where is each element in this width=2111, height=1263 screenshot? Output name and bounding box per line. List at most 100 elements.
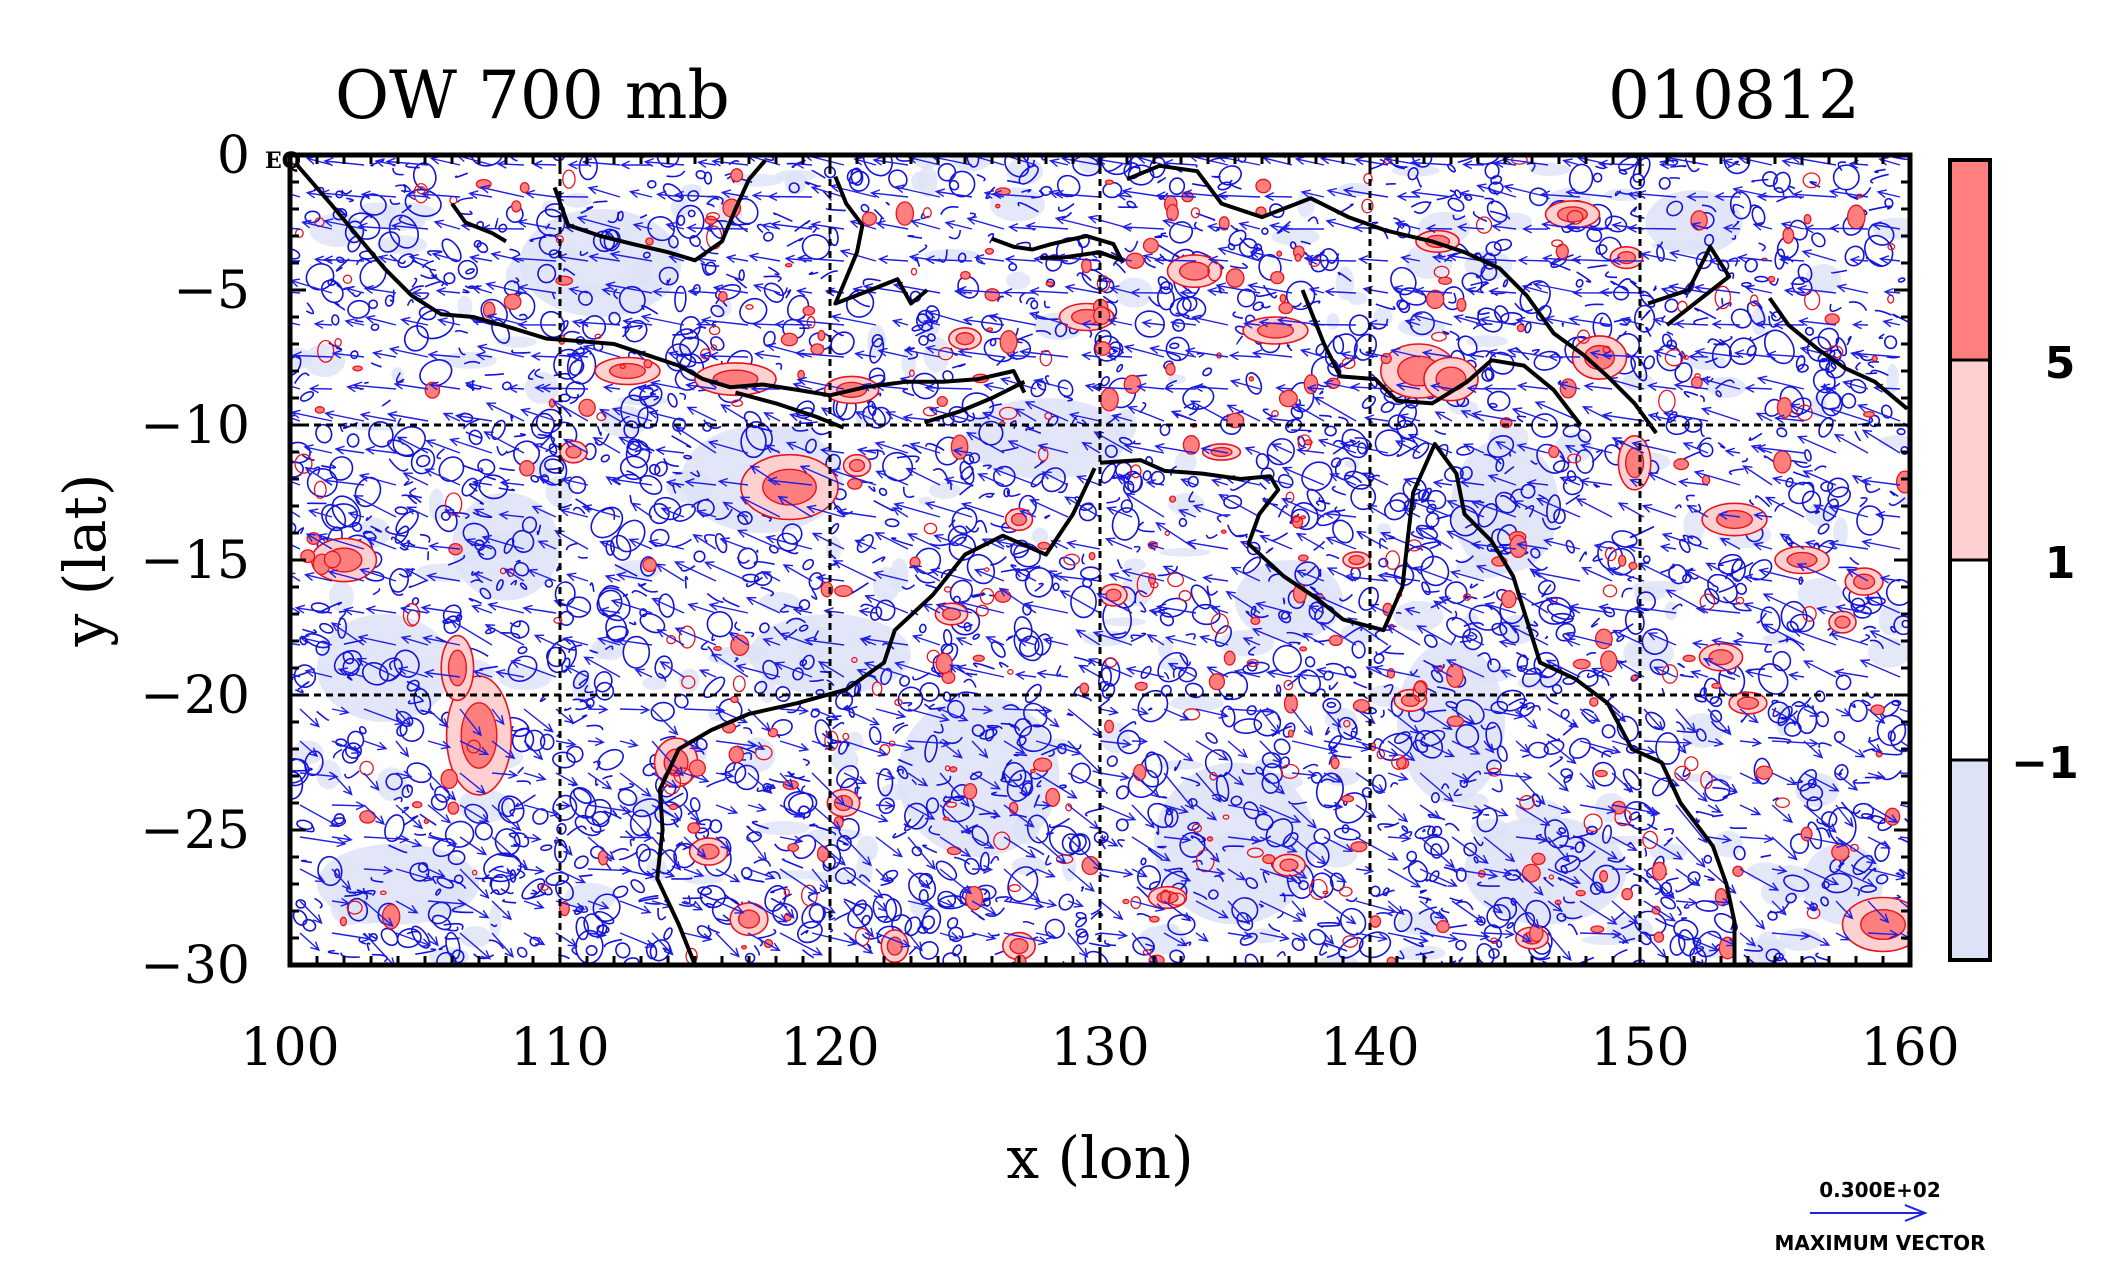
wind-vector [1425, 224, 1453, 234]
wind-vector [1096, 593, 1133, 614]
negative-contour [1427, 709, 1447, 713]
negative-contour [1683, 391, 1699, 398]
negative-contour [914, 574, 936, 584]
wind-vector [347, 510, 365, 520]
wind-vector [1771, 738, 1820, 748]
negative-contour [1113, 262, 1126, 274]
wind-vector [725, 254, 749, 264]
negative-contour [1208, 889, 1219, 900]
negative-contour [544, 579, 554, 588]
wind-vector [1432, 479, 1453, 489]
negative-contour [756, 549, 759, 553]
negative-contour [384, 294, 395, 307]
negative-contour [1178, 517, 1188, 528]
negative-contour [1116, 729, 1141, 755]
negative-contour [809, 679, 824, 683]
negative-contour [513, 277, 520, 284]
wind-vector [1515, 772, 1546, 806]
negative-contour [359, 193, 387, 216]
negative-contour [538, 233, 562, 256]
negative-contour [1193, 891, 1208, 901]
wind-vector [609, 250, 653, 262]
wind-vector [1547, 708, 1579, 728]
negative-contour [372, 587, 381, 596]
wind-vector [1714, 192, 1741, 202]
wind-vector [1387, 772, 1409, 782]
negative-contour [1779, 254, 1794, 263]
negative-contour [436, 448, 445, 460]
negative-contour [1516, 793, 1537, 801]
positive-contour [1104, 719, 1115, 734]
negative-contour [1527, 558, 1548, 571]
negative-contour [746, 831, 762, 843]
negative-contour [1487, 390, 1511, 412]
negative-contour [743, 727, 753, 735]
positive-contour [1160, 889, 1171, 905]
wind-vector [576, 215, 621, 230]
negative-contour [1005, 896, 1013, 903]
positive-contour [1063, 553, 1081, 566]
negative-contour [1136, 886, 1149, 898]
wind-vector [1419, 708, 1453, 731]
negative-contour [866, 392, 882, 404]
negative-contour [1205, 732, 1218, 744]
wind-vector [1467, 351, 1485, 361]
coastline [1126, 163, 1658, 435]
negative-contour [1048, 817, 1071, 829]
negative-contour [1034, 582, 1044, 592]
negative-contour [560, 404, 572, 418]
wind-vector [909, 218, 941, 230]
negative-contour [1430, 669, 1444, 683]
negative-contour [1333, 827, 1361, 841]
negative-contour [1258, 903, 1264, 908]
positive-contour [1220, 529, 1227, 534]
wind-vector [965, 432, 1005, 454]
positive-contour [731, 399, 744, 407]
negative-contour [1117, 839, 1125, 848]
negative-contour [1156, 845, 1167, 849]
wind-vector [1326, 567, 1357, 582]
negative-contour [975, 520, 988, 533]
wind-vector [811, 804, 842, 831]
negative-contour [1058, 893, 1075, 911]
negative-contour [1578, 551, 1587, 563]
negative-contour [354, 319, 364, 323]
negative-contour [1034, 633, 1052, 656]
negative-contour [880, 667, 893, 686]
wind-vector [1861, 429, 1901, 454]
wind-vector [422, 634, 461, 646]
negative-contour [1431, 825, 1443, 837]
wind-vector [622, 317, 653, 327]
negative-contour [1204, 749, 1233, 778]
negative-region [1102, 617, 1147, 627]
negative-contour [478, 544, 497, 560]
negative-contour [1166, 351, 1181, 361]
wind-vector [1899, 868, 1910, 877]
negative-contour [491, 419, 506, 441]
negative-contour [810, 708, 821, 718]
negative-contour [800, 929, 809, 936]
wind-vector [1229, 378, 1261, 390]
wind-vector [1299, 348, 1325, 358]
negative-contour [1407, 860, 1429, 883]
wind-vector [765, 342, 813, 358]
negative-contour [1694, 307, 1717, 320]
wind-vector [313, 319, 333, 329]
wind-vector [1169, 318, 1197, 328]
positive-contour [1871, 355, 1878, 362]
negative-contour [810, 427, 831, 436]
wind-vector [1471, 410, 1517, 422]
negative-contour [1827, 477, 1850, 498]
wind-vector [1465, 286, 1485, 296]
negative-contour [358, 937, 367, 945]
negative-contour [1384, 822, 1400, 828]
wind-vector [1251, 627, 1293, 646]
wind-vector [1876, 189, 1901, 199]
negative-contour [451, 906, 474, 914]
negative-contour [1795, 355, 1806, 371]
negative-contour [535, 408, 563, 434]
negative-contour [734, 277, 748, 289]
negative-contour [1382, 887, 1390, 897]
negative-contour [996, 356, 1006, 367]
negative-contour [443, 922, 464, 931]
